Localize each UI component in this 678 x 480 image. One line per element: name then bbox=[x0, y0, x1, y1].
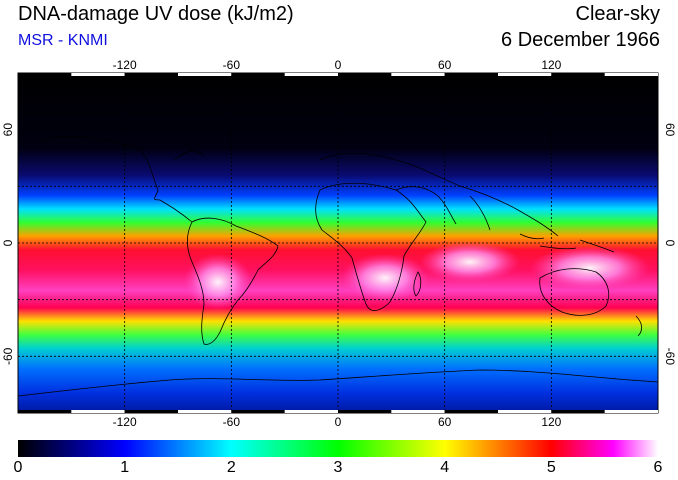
graticule bbox=[18, 73, 658, 413]
lon-label-bottom: 60 bbox=[438, 415, 452, 429]
lon-label-top: -120 bbox=[113, 58, 137, 72]
frame-tick-bottom bbox=[124, 410, 178, 413]
colorbar-label: 2 bbox=[226, 459, 236, 476]
lat-label-right: 60 bbox=[663, 123, 677, 137]
map-title: DNA-damage UV dose (kJ/m2) bbox=[18, 3, 294, 25]
frame-tick-bottom bbox=[231, 410, 285, 413]
frame-tick-bottom bbox=[444, 410, 498, 413]
lon-label-bottom: -60 bbox=[223, 415, 241, 429]
colorbar-label: 6 bbox=[653, 459, 663, 476]
lon-label-top: 120 bbox=[541, 58, 561, 72]
frame-tick-top bbox=[18, 73, 72, 76]
frame-ticks bbox=[18, 73, 658, 413]
lat-label-left: 0 bbox=[1, 239, 15, 246]
lon-label-bottom: 120 bbox=[541, 415, 561, 429]
colorbar-label: 0 bbox=[13, 459, 23, 476]
frame-tick-top bbox=[231, 73, 285, 76]
frame-tick-bottom bbox=[18, 410, 72, 413]
frame-tick-bottom bbox=[391, 410, 445, 413]
sky-condition: Clear-sky bbox=[575, 3, 660, 25]
lat-label-right: 0 bbox=[663, 240, 677, 247]
colorbar bbox=[18, 440, 658, 457]
frame-tick-top bbox=[71, 73, 125, 76]
frame-tick-top bbox=[124, 73, 178, 76]
lon-label-top: 60 bbox=[438, 58, 452, 72]
frame-tick-top bbox=[604, 73, 658, 76]
colorbar-label: 3 bbox=[333, 459, 343, 476]
lon-label-bottom: -120 bbox=[113, 415, 137, 429]
frame-tick-bottom bbox=[604, 410, 658, 413]
lon-label-top: -60 bbox=[223, 58, 241, 72]
frame-tick-bottom bbox=[338, 410, 392, 413]
colorbar-label: 1 bbox=[120, 459, 130, 476]
map-date: 6 December 1966 bbox=[501, 29, 660, 51]
frame-tick-top bbox=[338, 73, 392, 76]
lon-label-top: 0 bbox=[335, 58, 342, 72]
colorbar-label: 4 bbox=[440, 459, 450, 476]
frame-tick-top bbox=[178, 73, 232, 76]
lat-label-left: 60 bbox=[1, 123, 15, 137]
map-source: MSR - KNMI bbox=[18, 32, 108, 49]
frame-tick-top bbox=[284, 73, 338, 76]
frame-tick-bottom bbox=[284, 410, 338, 413]
lat-label-left: -60 bbox=[1, 347, 15, 365]
lat-label-right: -60 bbox=[663, 348, 677, 366]
frame-tick-bottom bbox=[178, 410, 232, 413]
frame-tick-top bbox=[444, 73, 498, 76]
frame-tick-top bbox=[498, 73, 552, 76]
frame-tick-bottom bbox=[551, 410, 605, 413]
axis-tick-labels: -120 -120 -60 -60 0 0 60 60 120 120 60 60 0 0 -60 -60 bbox=[1, 58, 677, 429]
frame-tick-bottom bbox=[498, 410, 552, 413]
lon-label-bottom: 0 bbox=[335, 415, 342, 429]
frame-tick-top bbox=[551, 73, 605, 76]
frame-tick-top bbox=[391, 73, 445, 76]
frame-tick-bottom bbox=[71, 410, 125, 413]
colorbar-label: 5 bbox=[546, 459, 556, 476]
